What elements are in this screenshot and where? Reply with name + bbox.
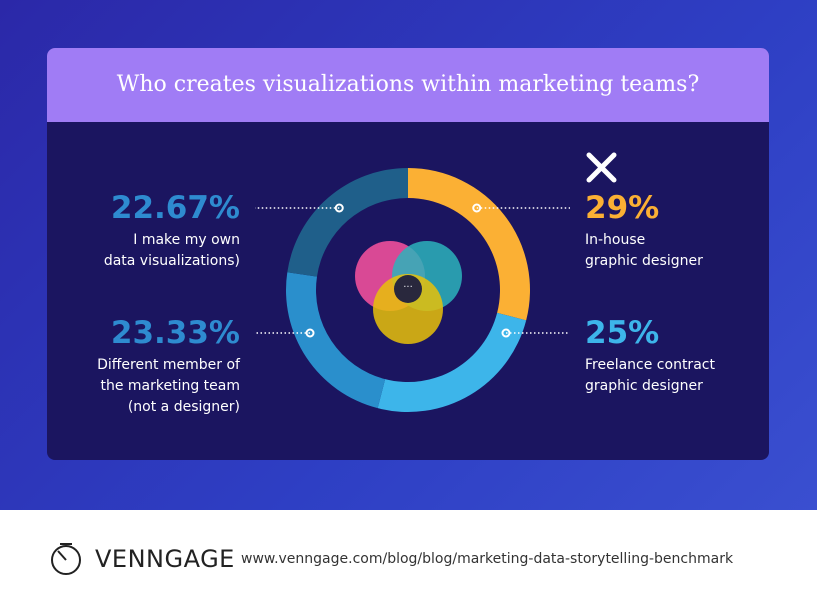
chart-title: Who creates visualizations within market…	[116, 72, 700, 97]
donut-slice	[408, 168, 530, 321]
connector-dot	[501, 328, 511, 338]
donut-slice	[287, 168, 408, 277]
value-label: 22.67%	[110, 190, 240, 226]
category-label: I make my own data visualizations)	[103, 232, 240, 269]
connector-dot	[334, 203, 344, 213]
value-label: 25%	[585, 315, 660, 351]
header-band	[47, 48, 769, 122]
connector-dot	[305, 328, 315, 338]
svg-text:···: ···	[403, 282, 413, 293]
category-label: In-house graphic designer	[585, 232, 703, 269]
venngage-logo	[51, 543, 81, 575]
category-label: Different member of the marketing team (…	[97, 357, 240, 415]
donut-slice	[286, 272, 386, 409]
pencil-ruler-icon	[586, 152, 617, 183]
connector-dot	[472, 203, 482, 213]
source-url: www.venngage.com/blog/blog/marketing-dat…	[241, 551, 734, 567]
donut-slice	[377, 312, 527, 413]
venn-icon: ···	[355, 241, 462, 344]
value-label: 29%	[585, 190, 660, 226]
brand: VENNGAGE	[95, 545, 235, 573]
value-label: 23.33%	[110, 315, 240, 351]
category-label: Freelance contract graphic designer	[585, 357, 715, 394]
